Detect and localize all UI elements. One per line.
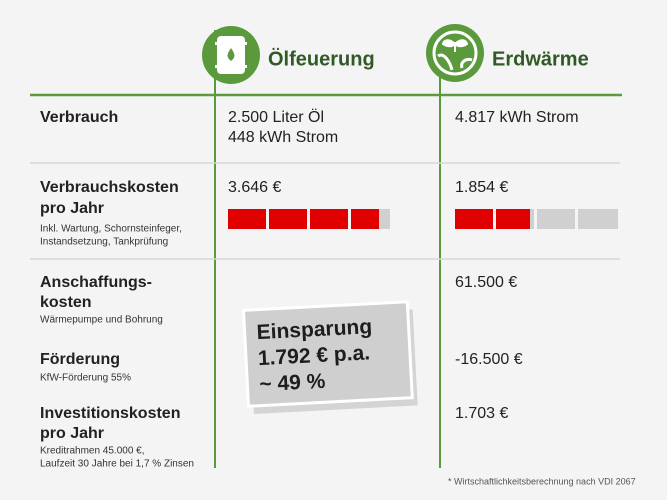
row-note: Instandsetzung, Tankprüfung (40, 237, 168, 248)
row-label: Verbrauch (40, 109, 118, 126)
savings-line: ~ 49 % (259, 370, 326, 396)
row-label: kosten (40, 294, 92, 311)
column-title: Erdwärme (492, 48, 589, 70)
row-label: Investitionskosten (40, 405, 180, 422)
row-label: Verbrauchskosten (40, 179, 179, 196)
footnote: * Wirtschaftlichkeitsberechnung nach VDI… (448, 476, 636, 486)
cell: -16.500 € (455, 351, 523, 368)
row-label: pro Jahr (40, 200, 104, 217)
row-note: Inkl. Wartung, Schornsteinfeger, (40, 224, 182, 235)
oil-icon (202, 26, 260, 84)
cell: 448 kWh Strom (228, 129, 338, 146)
cell: 4.817 kWh Strom (455, 109, 579, 126)
cell: 61.500 € (455, 274, 517, 291)
cell: 1.703 € (455, 405, 508, 422)
row-label: Anschaffungs- (40, 274, 152, 291)
geo-icon (426, 24, 484, 82)
row-label: Förderung (40, 351, 120, 368)
row-note: Laufzeit 30 Jahre bei 1,7 % Zinsen (40, 459, 194, 470)
row-note: Kreditrahmen 45.000 €, (40, 446, 145, 457)
column-title: Ölfeuerung (268, 47, 375, 70)
row-label: pro Jahr (40, 425, 104, 442)
cell: 1.854 € (455, 179, 508, 196)
cell: 3.646 € (228, 179, 281, 196)
cell: 2.500 Liter Öl (228, 108, 324, 126)
cost-bar (455, 209, 618, 229)
cost-bar (228, 209, 390, 229)
savings-stamp: Einsparung 1.792 € p.a. ~ 49 % (241, 300, 418, 414)
row-note: Wärmepumpe und Bohrung (40, 315, 163, 326)
row-note: KfW-Förderung 55% (40, 373, 131, 384)
